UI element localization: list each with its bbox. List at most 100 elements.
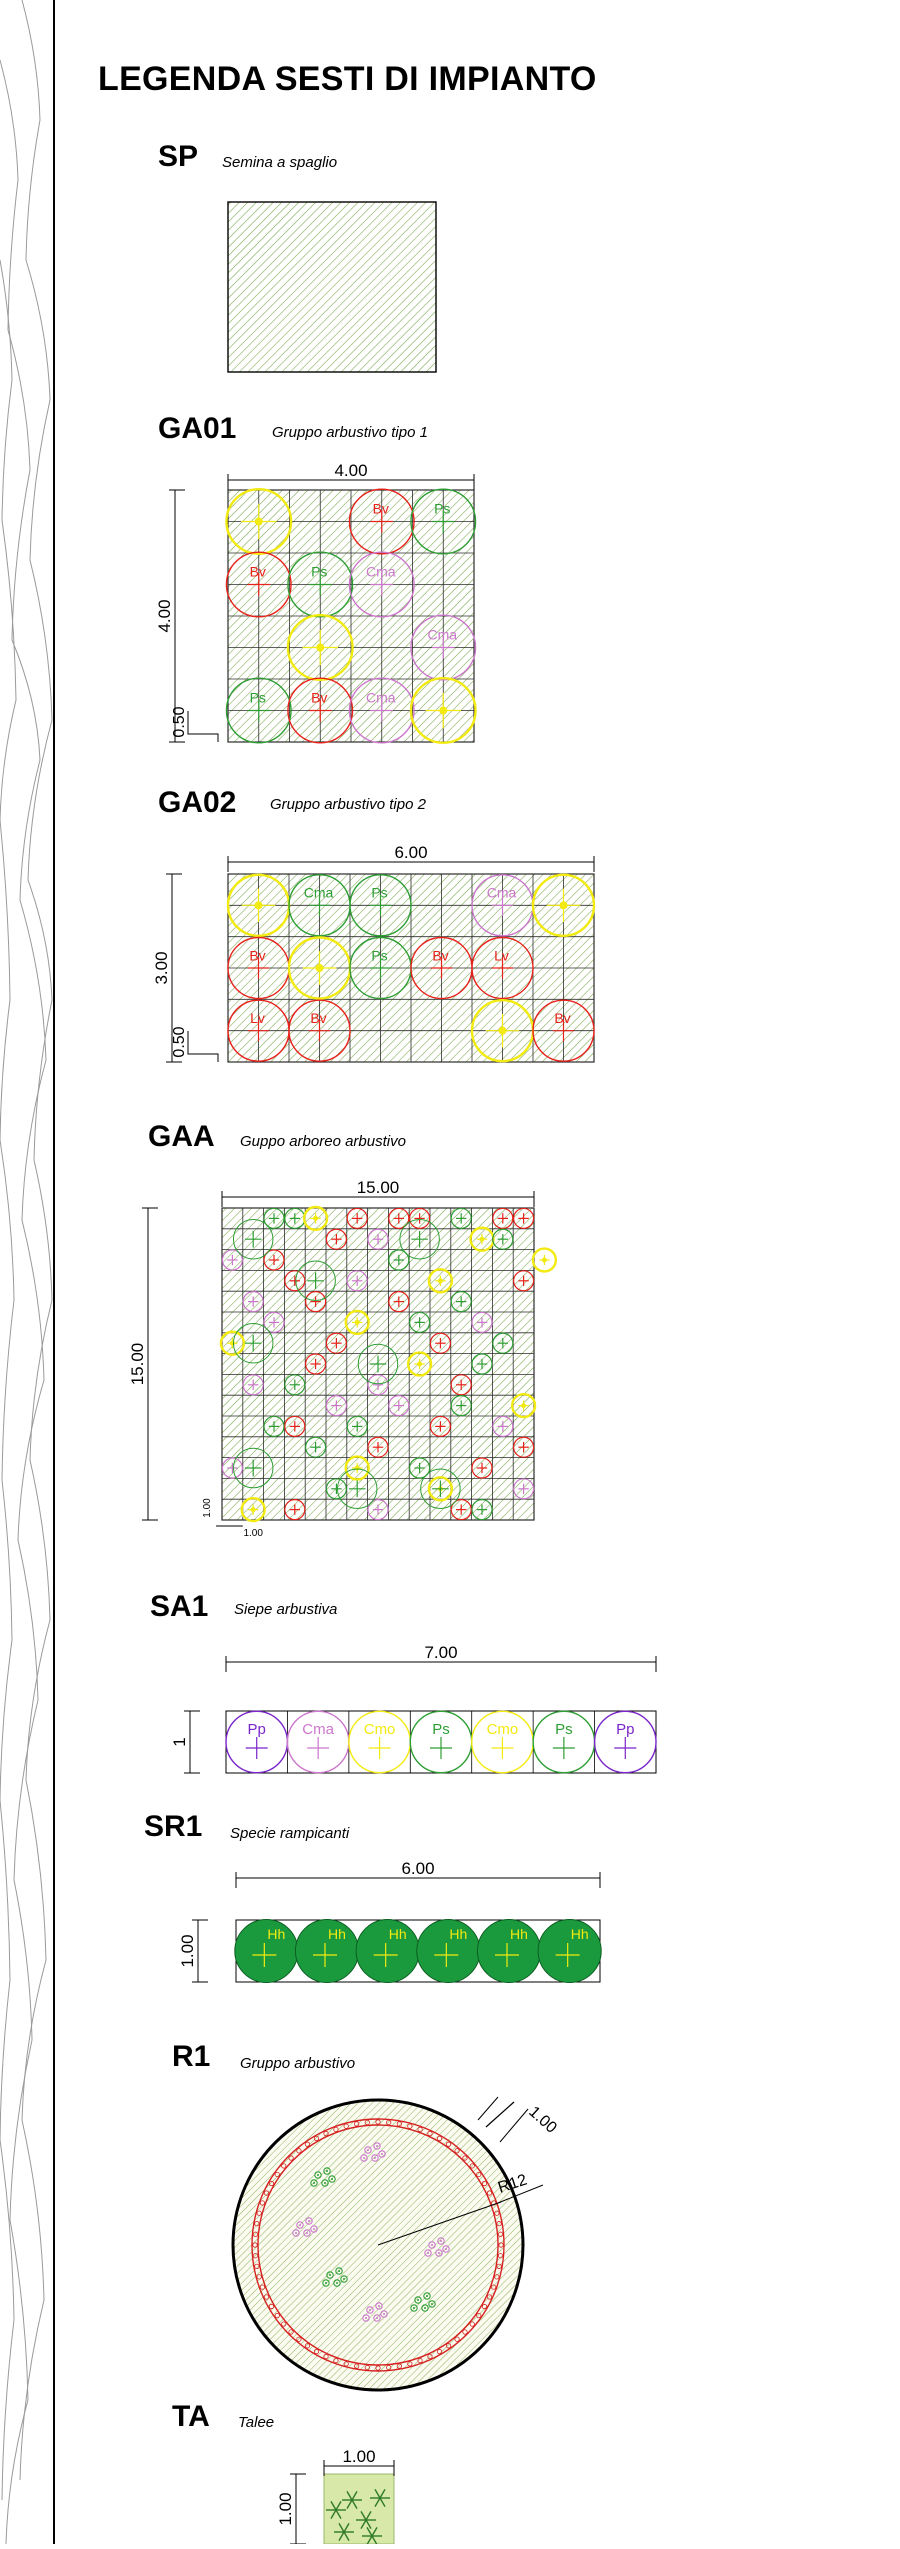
plant-lv: Lv [471,936,534,1000]
plant-label: Hh [328,1926,346,1942]
r1-ring-dot [445,2141,452,2147]
r1-ring-dot [252,2242,258,2248]
ta-leaf [379,2488,386,2499]
plant-circle [471,1311,493,1333]
plant-label: Bv [310,1010,326,1026]
r1-cluster-center [367,2149,369,2151]
gaa-tree [399,1218,440,1260]
r1-ring-dot [396,2121,402,2127]
r1-ring-label: 1.00 [525,2103,560,2137]
plant-circle [286,614,354,681]
r1-cluster-dot [423,2292,431,2300]
r1-cluster-dot [360,2154,368,2162]
gaa-plant-ps [471,1353,493,1375]
r1-cluster-center [313,2228,315,2230]
r1-ring-dot [252,2253,259,2259]
r1-cluster-center [338,2270,340,2272]
plant-circle [409,1457,431,1479]
plant-circle [492,1228,514,1250]
ga01-width-dim-label: 4.00 [334,461,367,480]
ta-cutting [362,2526,382,2546]
r1-ring-dot [354,2363,360,2369]
gaa-plant-cmo [531,1247,558,1273]
r1-ring-dot [296,2336,302,2342]
sr1-code: SR1 [144,1810,203,1843]
r1-ring-dot [364,2119,370,2126]
plant-bv: Bv [532,999,595,1062]
ta-cutting [356,2510,376,2530]
plant-circle [348,551,415,618]
gaa-plant-cmo [302,1205,329,1232]
sr1-plant-hh: Hh [355,1918,420,1984]
plant-label: Cma [366,563,396,579]
plant-label: Pp [248,1721,266,1738]
gaa-plant-cmo [344,1309,370,1336]
r1-cluster-center [438,2252,440,2254]
plant-circle [406,1351,433,1377]
gaa-plant-cma [346,1270,368,1292]
plant-circle [388,1395,410,1417]
ta-cutting [326,2500,346,2520]
r1-cluster-dot [335,2267,343,2275]
sr1-plant-hh: Hh [416,1918,481,1984]
gaa-plant-bv [284,1415,306,1437]
r1-cluster-dot [414,2296,422,2304]
plant-circle [450,1374,472,1396]
plant-circle [344,1309,370,1336]
plant-circle [263,1311,285,1333]
ta-leaf [338,2531,345,2542]
gaa-plant-ps [492,1228,514,1250]
plant-circle [284,1415,306,1437]
gaa-drawing: 15.00 15.00 1.00 1.00 [128,1178,558,1539]
r1-ring-dot [313,2135,320,2142]
r1-cluster-dot [428,2300,436,2308]
gaa-plant-ps [325,1478,347,1500]
r1-ring-dot [427,2353,433,2360]
plant-circle [450,1291,472,1313]
r1-ring-dot [354,2121,360,2127]
r1-cluster-dot [296,2221,304,2229]
plant-label: Cma [487,885,517,901]
sp-drawing [227,201,437,373]
plant-label: Bv [250,563,266,579]
gaa-plant-bv [346,1207,368,1229]
ta-leaf [346,2490,353,2501]
sr1-description: Specie rampicanti [230,1825,350,1842]
r1-cluster-center [306,2232,308,2234]
gaa-width-dim-label: 15.00 [357,1178,400,1197]
plant-circle [325,1478,347,1500]
r1-ring-dot [259,2200,266,2206]
gaa-plant-bv [409,1207,431,1229]
ga01-step-label: 0.50 [171,706,188,737]
r1-ring-dot [375,2365,381,2371]
gaa-plant-ps [409,1457,431,1479]
ga02-drawing: 6.00 3.00 0.50 Cma Ps Cma Bv Ps Bv Lv Lv Bv Bv [152,843,596,1063]
plant-circle [346,1207,368,1229]
gaa-height-dim-label: 15.00 [128,1343,147,1386]
r1-cluster-center [378,2305,380,2307]
plant-label: Ps [371,885,387,901]
plant-circle [513,1270,535,1292]
r1-radius-line [377,2201,502,2246]
plant-label: Ps [250,689,266,705]
ta-leaf [379,2497,386,2508]
ta-leaf [351,2490,358,2501]
r1-cluster-dot [303,2229,311,2237]
r1-description: Gruppo arbustivo [240,2055,356,2072]
r1-ring-dot [496,2263,502,2269]
gaa-plant-cmo [427,1268,454,1294]
plant-circle [263,1249,285,1271]
ga01-drawing: 4.00 4.00 0.50 Bv Ps Bv Ps Cma Cma Ps Bv Cma [155,461,477,744]
gaa-plant-cmo [406,1351,433,1377]
r1-cluster-cma [360,2142,386,2162]
r1-ring-dot [454,2148,460,2154]
r1-cluster-center [440,2240,442,2242]
ta-cutting [342,2490,362,2510]
r1-ring-dot [445,2343,452,2349]
r1-cluster-dot [362,2314,370,2322]
plant-cma: Cma [348,551,415,618]
plant-circle [367,1228,389,1250]
r1-cluster-dot [373,2314,381,2322]
r1-ring-dot [417,2357,423,2364]
